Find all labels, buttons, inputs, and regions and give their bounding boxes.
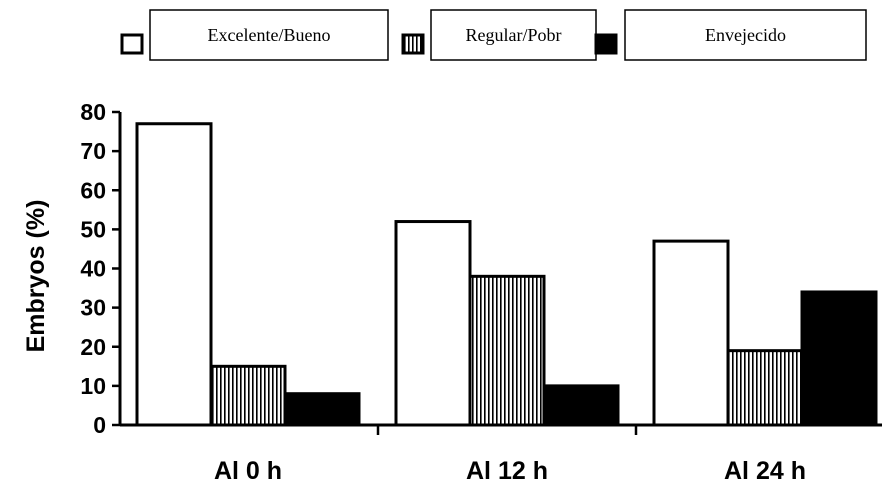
bar [652, 239, 730, 427]
y-tick-label: 40 [80, 256, 106, 282]
x-axis: Al 0 h Al 12 h Al 24 h [120, 423, 882, 485]
y-axis-label: Embryos (%) [22, 200, 50, 353]
bar [800, 290, 878, 427]
y-tick-label: 80 [80, 99, 106, 125]
bar [135, 122, 213, 427]
bar [726, 349, 804, 427]
legend-label: Regular/Pobr [466, 25, 562, 45]
bar [542, 384, 620, 427]
legend-swatch [120, 33, 144, 55]
legend: Excelente/Bueno Regular/Pobr Envejecido [120, 9, 867, 61]
legend-swatch [594, 33, 618, 55]
y-tick-label: 60 [80, 177, 106, 203]
y-tick-label: 10 [80, 373, 106, 399]
y-axis: 0 10 20 30 40 50 60 70 80 [80, 99, 122, 438]
bar [394, 220, 472, 427]
legend-label-box [149, 9, 389, 61]
bar [283, 392, 361, 427]
bar [468, 274, 546, 427]
legend-label: Envejecido [705, 25, 786, 45]
legend-label: Excelente/Bueno [208, 25, 331, 45]
legend-label-box [430, 9, 597, 61]
bars [135, 122, 878, 427]
legend-label-box [624, 9, 867, 61]
x-tick-label: Al 0 h [214, 457, 282, 485]
legend-swatch [401, 33, 425, 55]
y-tick-label: 20 [80, 334, 106, 360]
x-tick-label: Al 24 h [724, 457, 806, 485]
y-tick-label: 50 [80, 216, 106, 242]
y-tick-label: 0 [93, 412, 106, 438]
bar [209, 364, 287, 427]
y-tick-label: 70 [80, 138, 106, 164]
y-tick-label: 30 [80, 295, 106, 321]
x-tick-label: Al 12 h [466, 457, 548, 485]
